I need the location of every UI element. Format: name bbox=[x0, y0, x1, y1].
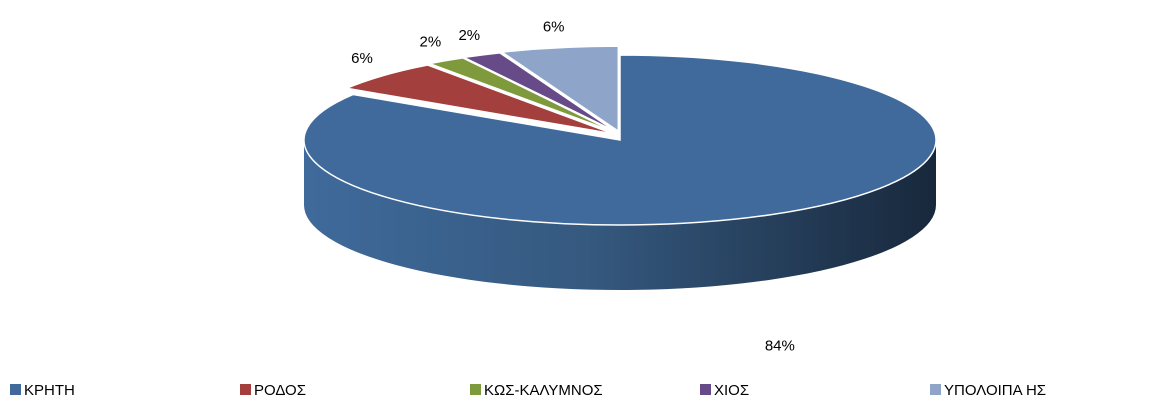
slice-side bbox=[304, 140, 936, 290]
slice bbox=[343, 64, 614, 135]
slice bbox=[303, 54, 937, 226]
legend-swatch bbox=[10, 384, 21, 395]
legend-label: ΧΙΟΣ bbox=[714, 382, 749, 399]
legend-label: ΡΟΔΟΣ bbox=[254, 382, 306, 399]
data-label: 2% bbox=[458, 27, 480, 44]
slice bbox=[426, 57, 616, 134]
data-label: 2% bbox=[420, 33, 442, 50]
data-label: 6% bbox=[351, 50, 373, 67]
legend-swatch bbox=[930, 384, 941, 395]
slice bbox=[461, 52, 617, 133]
legend-swatch bbox=[700, 384, 711, 395]
data-label: 84% bbox=[765, 337, 795, 354]
legend-label: ΚΩΣ-ΚΑΛΥΜΝΟΣ bbox=[484, 382, 603, 399]
data-label: 6% bbox=[543, 19, 565, 36]
legend-label: ΥΠΟΛΟΙΠΑ ΗΣ bbox=[944, 382, 1046, 399]
legend-label: ΚΡΗΤΗ bbox=[24, 382, 75, 399]
slice bbox=[499, 45, 620, 133]
legend-swatch bbox=[470, 384, 481, 395]
legend-swatch bbox=[240, 384, 251, 395]
